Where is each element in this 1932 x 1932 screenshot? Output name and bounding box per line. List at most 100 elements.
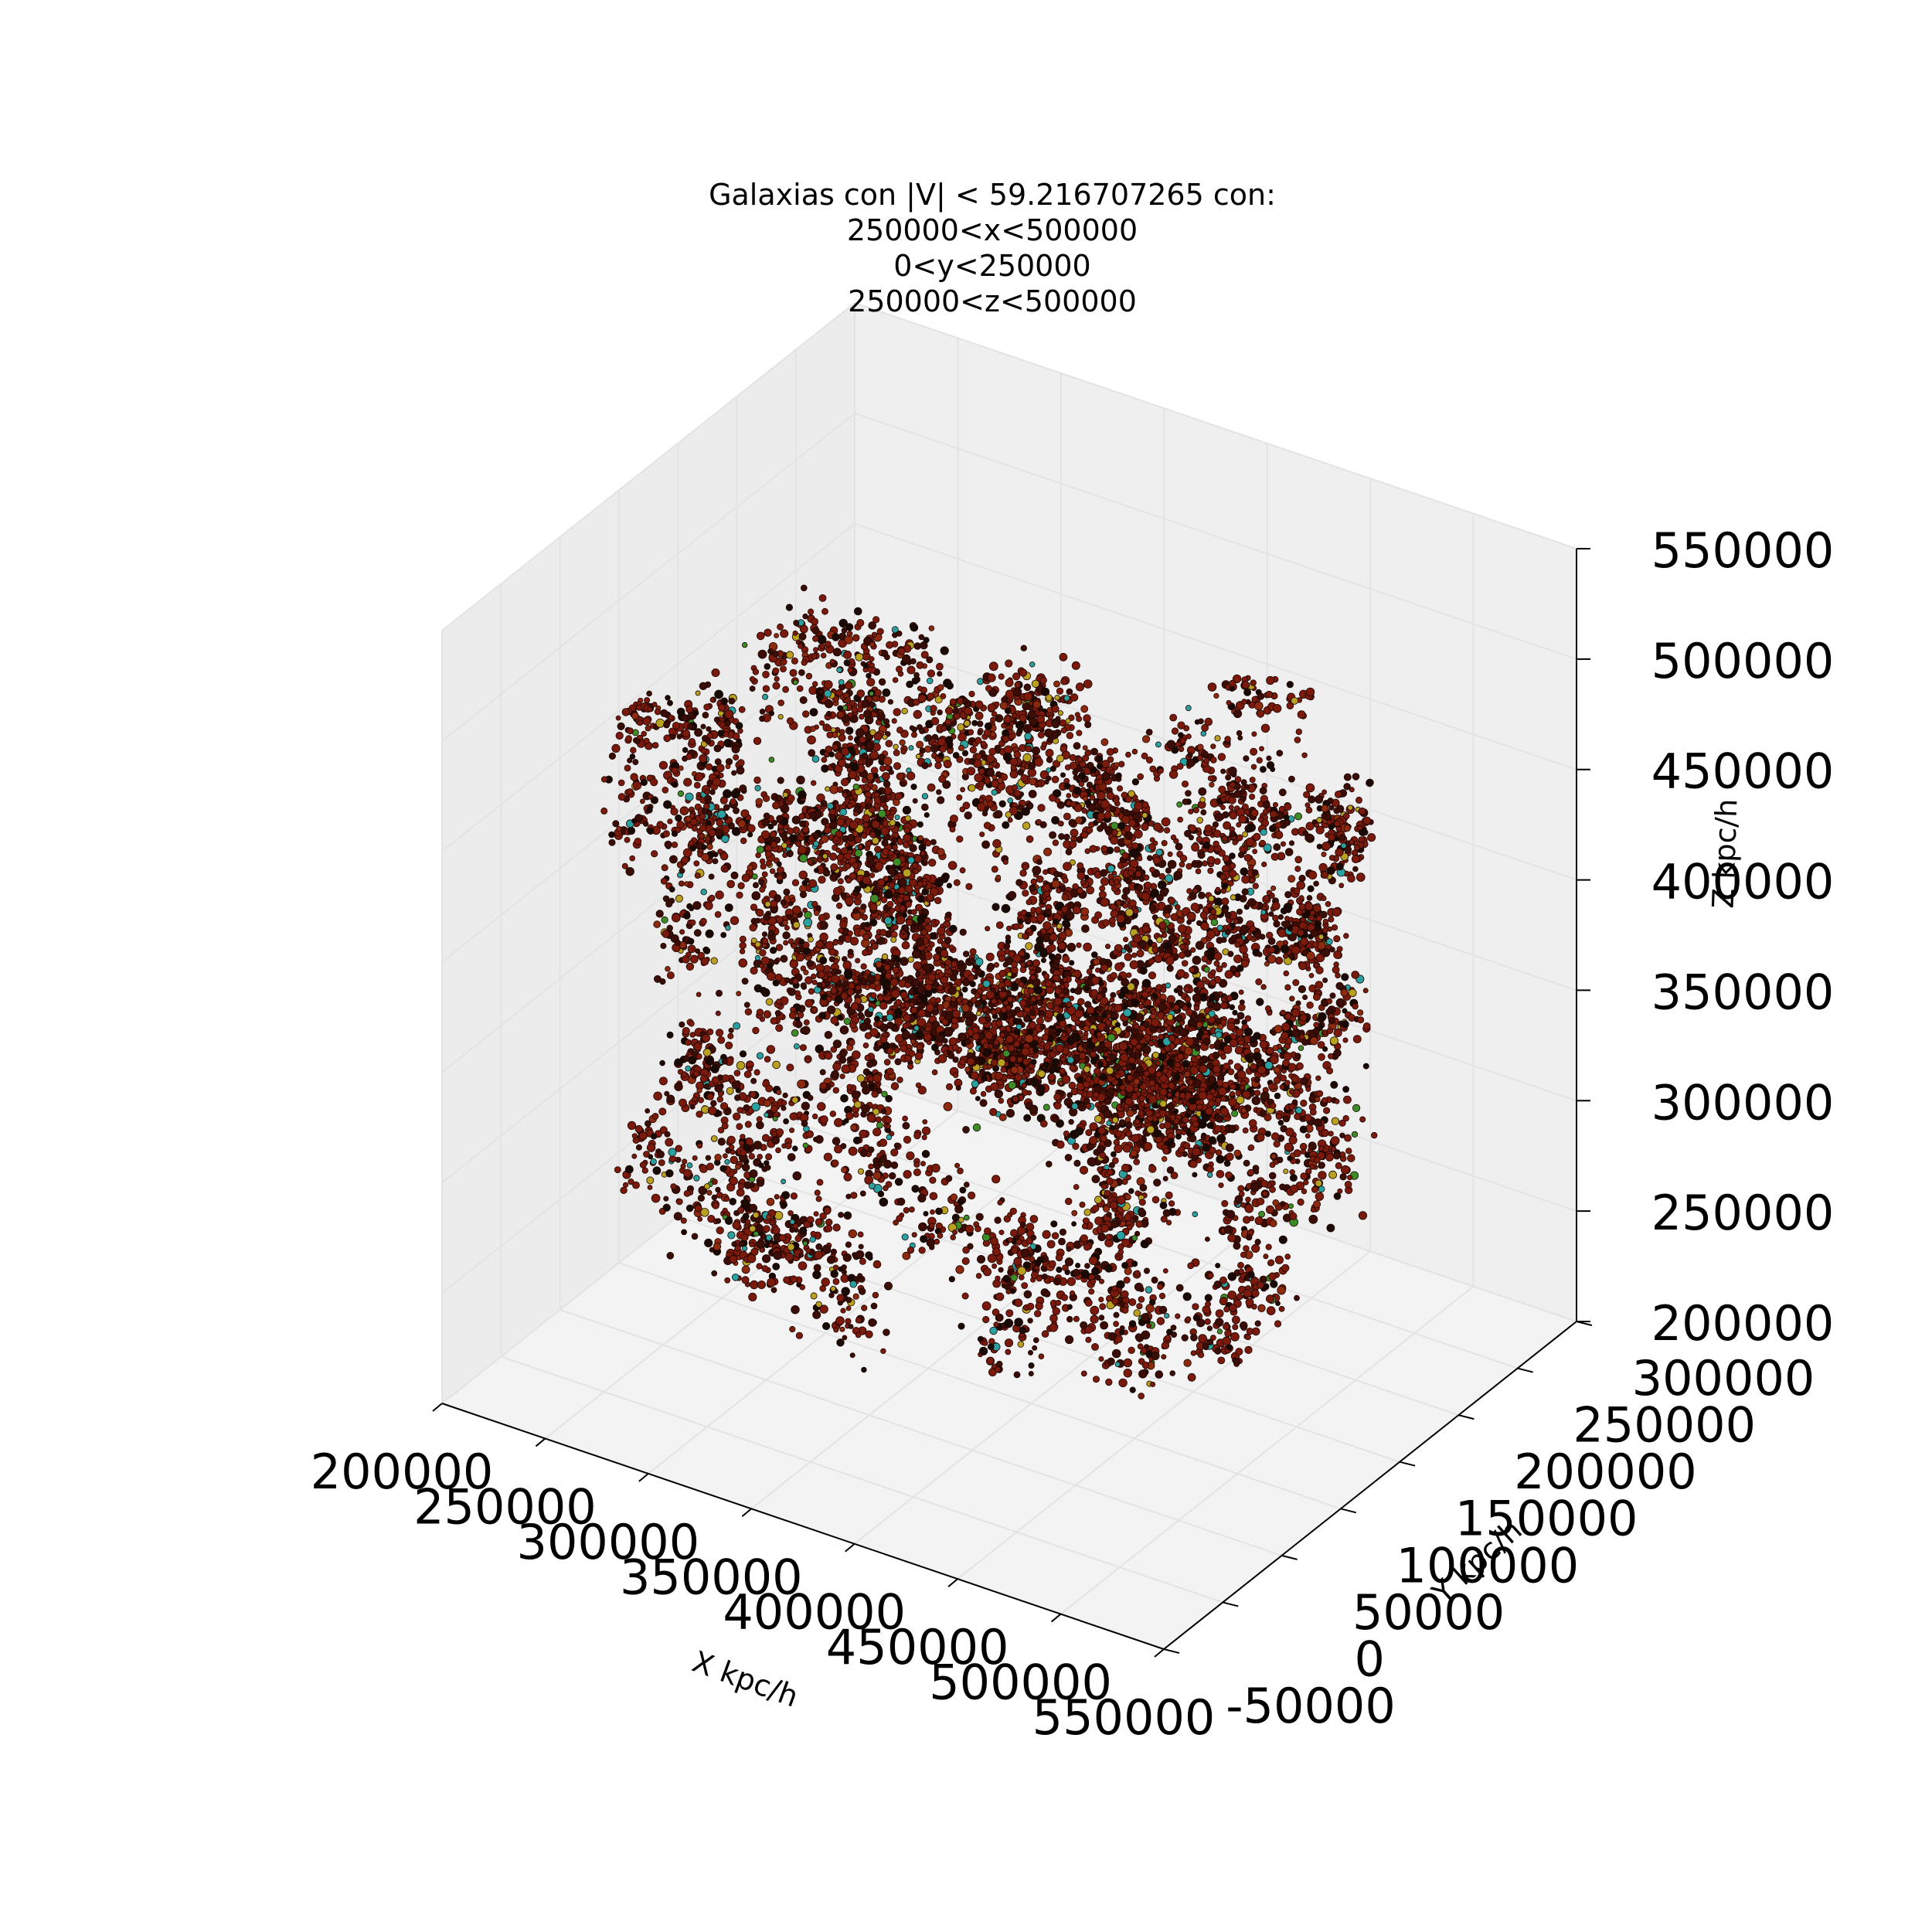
galaxy-point: [1167, 859, 1177, 869]
galaxy-point: [1343, 933, 1349, 939]
galaxy-point: [1088, 1256, 1098, 1265]
galaxy-point: [697, 1216, 703, 1222]
galaxy-point: [971, 988, 978, 995]
galaxy-point: [926, 656, 934, 664]
galaxy-point: [741, 1265, 750, 1274]
galaxy-point: [990, 716, 996, 723]
galaxy-point: [783, 940, 789, 946]
galaxy-point: [627, 1121, 637, 1131]
galaxy-point: [794, 1235, 802, 1243]
galaxy-point: [859, 713, 865, 720]
galaxy-point: [896, 631, 903, 637]
galaxy-point: [975, 1213, 984, 1221]
galaxy-point: [725, 1041, 733, 1049]
galaxy-point: [993, 962, 1000, 968]
galaxy-point: [1178, 746, 1185, 753]
galaxy-point: [961, 1292, 969, 1300]
galaxy-point: [799, 820, 807, 828]
galaxy-point: [928, 625, 935, 631]
galaxy-point: [962, 1126, 970, 1134]
galaxy-point: [1300, 1099, 1308, 1107]
galaxy-point: [824, 1030, 833, 1039]
galaxy-point: [1249, 877, 1255, 883]
grid-line: [854, 1075, 1577, 1322]
galaxy-point: [789, 668, 798, 677]
galaxy-point: [631, 1153, 638, 1159]
galaxy-point: [1056, 1140, 1065, 1149]
grid-line: [441, 854, 855, 1184]
galaxy-point: [832, 1137, 841, 1145]
galaxy-point: [902, 1121, 910, 1130]
galaxy-point: [1121, 1290, 1129, 1298]
galaxy-point: [1274, 1255, 1284, 1264]
galaxy-point: [907, 975, 913, 981]
galaxy-point: [728, 1027, 734, 1033]
galaxy-point: [981, 1000, 988, 1006]
galaxy-point: [1071, 661, 1080, 670]
galaxy-point: [1236, 730, 1243, 736]
galaxy-point: [652, 742, 659, 749]
galaxy-point: [1315, 1096, 1321, 1103]
galaxy-point: [1117, 785, 1124, 792]
galaxy-point: [1086, 886, 1095, 895]
galaxy-point: [1128, 1320, 1137, 1328]
galaxy-point: [1080, 1165, 1089, 1175]
galaxy-point: [1231, 1110, 1239, 1117]
galaxy-point: [1216, 1155, 1225, 1164]
galaxy-point: [1315, 1179, 1322, 1187]
galaxy-point: [1209, 1043, 1215, 1049]
galaxy-point: [1145, 729, 1153, 736]
galaxy-point: [1131, 998, 1140, 1007]
galaxy-point: [798, 1261, 808, 1270]
galaxy-point: [1121, 998, 1128, 1005]
galaxy-point: [801, 1026, 811, 1036]
galaxy-point: [679, 1021, 685, 1028]
galaxy-point: [890, 1148, 899, 1157]
galaxy-point: [912, 798, 918, 804]
galaxy-point: [928, 1233, 935, 1240]
galaxy-point: [614, 1166, 621, 1173]
galaxy-point: [815, 964, 825, 973]
galaxy-point: [665, 1138, 674, 1147]
galaxy-point: [969, 746, 978, 754]
galaxy-point: [1162, 1268, 1168, 1274]
galaxy-point: [720, 697, 728, 706]
galaxy-point: [781, 1179, 786, 1185]
galaxy-point: [780, 1202, 787, 1209]
galaxy-point: [861, 1366, 867, 1373]
galaxy-point: [766, 1045, 776, 1054]
galaxy-point: [855, 1332, 862, 1338]
galaxy-point: [1161, 1341, 1170, 1350]
galaxy-point: [1110, 971, 1117, 980]
galaxy-point: [1035, 1301, 1043, 1311]
galaxy-point: [1095, 968, 1100, 973]
galaxy-point: [934, 896, 942, 905]
galaxy-point: [1088, 1288, 1095, 1295]
galaxy-point: [1161, 1354, 1167, 1360]
galaxy-point: [1007, 1236, 1013, 1243]
galaxy-point: [1105, 944, 1111, 950]
galaxy-point: [733, 807, 740, 815]
galaxy-point: [1046, 767, 1052, 773]
galaxy-point: [1270, 885, 1277, 891]
galaxy-point: [689, 954, 699, 964]
galaxy-point: [1091, 1343, 1099, 1351]
galaxy-point: [861, 777, 868, 784]
galaxy-point: [1298, 874, 1306, 883]
galaxy-point: [641, 1167, 648, 1174]
galaxy-point: [813, 1211, 819, 1217]
galaxy-point: [1352, 866, 1359, 872]
galaxy-point: [1036, 859, 1043, 866]
galaxy-point: [782, 1092, 788, 1099]
galaxy-point: [749, 685, 756, 692]
galaxy-point: [1183, 1359, 1192, 1367]
galaxy-point: [1056, 1027, 1063, 1034]
galaxy-point: [795, 1332, 804, 1339]
galaxy-point: [829, 814, 836, 821]
galaxy-point: [715, 890, 724, 900]
galaxy-point: [1207, 867, 1214, 874]
galaxy-point: [736, 991, 742, 997]
galaxy-point: [946, 883, 953, 889]
galaxy-point: [870, 767, 879, 774]
galaxy-point: [886, 900, 894, 908]
